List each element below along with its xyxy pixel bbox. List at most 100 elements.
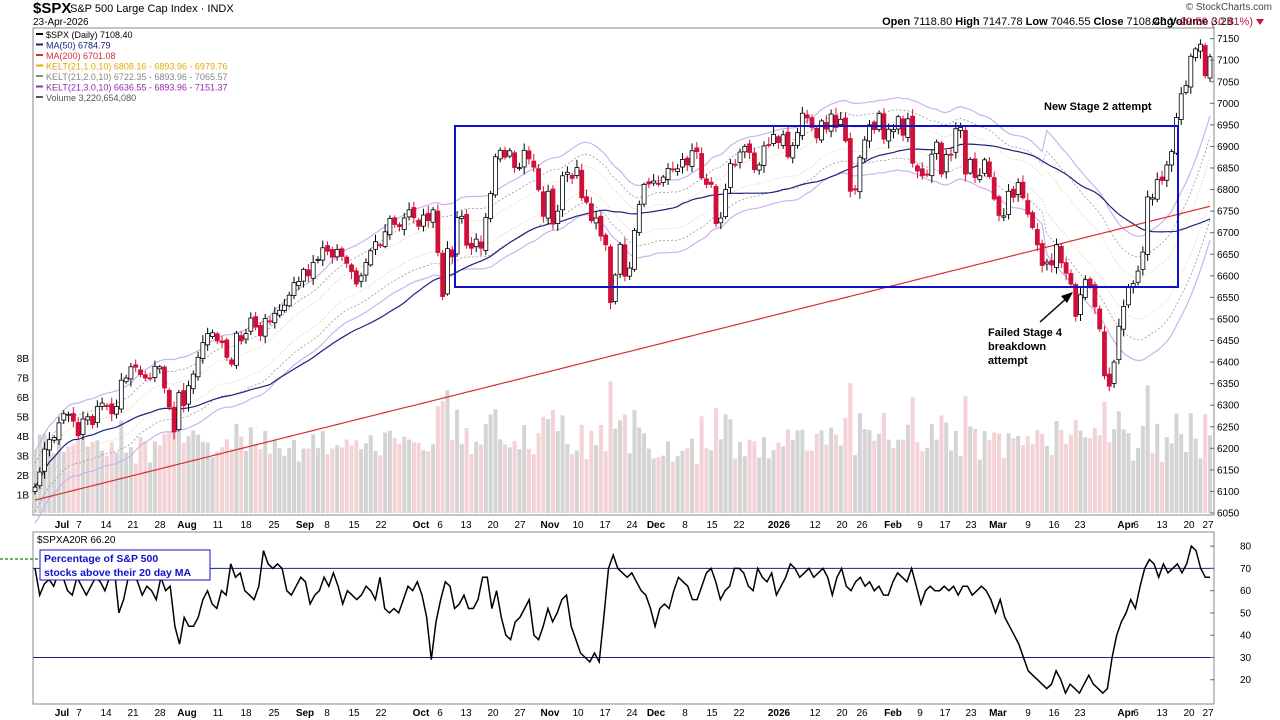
volume-bar: [431, 444, 436, 513]
x-tick-label: 6: [437, 708, 443, 719]
legend-swatch: [36, 54, 43, 56]
x-tick-label: 25: [268, 520, 280, 531]
keltner-band-1-up: [34, 121, 1211, 476]
x-tick-label: 22: [733, 520, 745, 531]
candle-body: [56, 422, 62, 441]
volume-bar: [1044, 445, 1049, 513]
candle: [804, 109, 810, 124]
volume-bar: [723, 414, 728, 513]
volume-bar: [455, 409, 460, 513]
x-tick-label: 8: [324, 520, 330, 531]
exchange-text: INDX: [207, 3, 234, 15]
volume-bar: [982, 431, 987, 513]
candle: [512, 150, 517, 173]
volume-bar: [977, 459, 982, 513]
candle-body: [459, 215, 465, 219]
candle: [118, 373, 124, 413]
candle-body: [867, 124, 872, 142]
candle: [51, 435, 57, 444]
volume-bar: [33, 449, 37, 513]
candle: [214, 331, 220, 345]
candle-body: [195, 356, 201, 378]
candle: [397, 222, 402, 232]
candle-body: [771, 133, 776, 144]
candle-body: [751, 152, 757, 171]
candle: [742, 144, 748, 159]
price-tick-label: 7150: [1217, 34, 1240, 45]
volume-bar: [349, 445, 354, 513]
volume-tick-label: 3B: [17, 452, 30, 463]
candle-body: [737, 151, 743, 163]
candle-body: [910, 115, 916, 164]
candle-body: [42, 448, 47, 472]
candle: [751, 147, 757, 173]
volume-bar: [488, 414, 493, 513]
candle: [181, 382, 187, 413]
volume-bar: [536, 433, 541, 513]
candle-body: [128, 366, 134, 380]
x-tick-label: Mar: [989, 520, 1007, 531]
candle-body: [843, 117, 848, 142]
candle: [617, 241, 623, 278]
candle: [104, 402, 110, 411]
candle-body: [310, 262, 316, 279]
candle: [387, 215, 393, 240]
price-tick-label: 6650: [1217, 250, 1240, 261]
legend-item: $SPX (Daily) 7108.40: [46, 30, 133, 40]
volume-bar: [848, 382, 853, 513]
x-tick-label: 17: [939, 520, 951, 531]
candle-body: [363, 262, 369, 276]
volume-bar: [119, 420, 124, 513]
volume-bar: [373, 450, 378, 513]
candle-body: [680, 158, 685, 168]
volume-bar: [809, 450, 814, 513]
candle-body: [833, 115, 839, 128]
volume-bar: [272, 439, 277, 513]
volume-bar: [733, 458, 738, 513]
x-tick-label: 16: [1048, 520, 1060, 531]
candle: [665, 163, 671, 185]
candle: [502, 146, 508, 160]
index-name: S&P 500 Large Cap Index · INDX: [70, 3, 234, 15]
volume-bar: [66, 446, 71, 513]
candle: [761, 141, 767, 173]
candle: [1063, 257, 1069, 281]
volume-bar: [968, 426, 973, 513]
candle: [982, 157, 987, 177]
candle-body: [747, 143, 752, 153]
volume-bar: [1097, 435, 1102, 513]
volume-bar: [196, 434, 201, 513]
volume-bar: [685, 448, 690, 513]
volume-bar: [579, 424, 584, 513]
volume-bar: [618, 420, 623, 513]
down-triangle-icon: [1256, 19, 1264, 25]
candle-body: [147, 377, 153, 380]
volume-bar: [709, 450, 714, 513]
candle: [876, 110, 882, 132]
candle: [1049, 253, 1055, 273]
legend-swatch: [36, 64, 43, 67]
candle: [42, 442, 47, 479]
candle: [291, 276, 297, 300]
candle: [1106, 367, 1112, 392]
candle-body: [862, 139, 868, 160]
candle-body: [939, 142, 944, 175]
candle: [948, 146, 954, 162]
candle: [80, 411, 86, 440]
candle-body: [358, 275, 364, 282]
x-tick-label: 20: [836, 708, 848, 719]
volume-bar: [632, 410, 637, 513]
volume-bar: [761, 437, 766, 513]
candle: [190, 370, 196, 395]
candle-body: [1183, 85, 1189, 93]
candle: [843, 112, 848, 143]
candle: [85, 413, 91, 426]
volume-bar: [387, 430, 392, 513]
volume-bar: [263, 430, 268, 513]
volume-bar: [814, 433, 819, 513]
candle-body: [756, 164, 762, 171]
volume-bar: [109, 442, 114, 513]
candle-body: [560, 175, 565, 211]
candle: [972, 152, 978, 184]
high-label: High: [955, 16, 980, 28]
